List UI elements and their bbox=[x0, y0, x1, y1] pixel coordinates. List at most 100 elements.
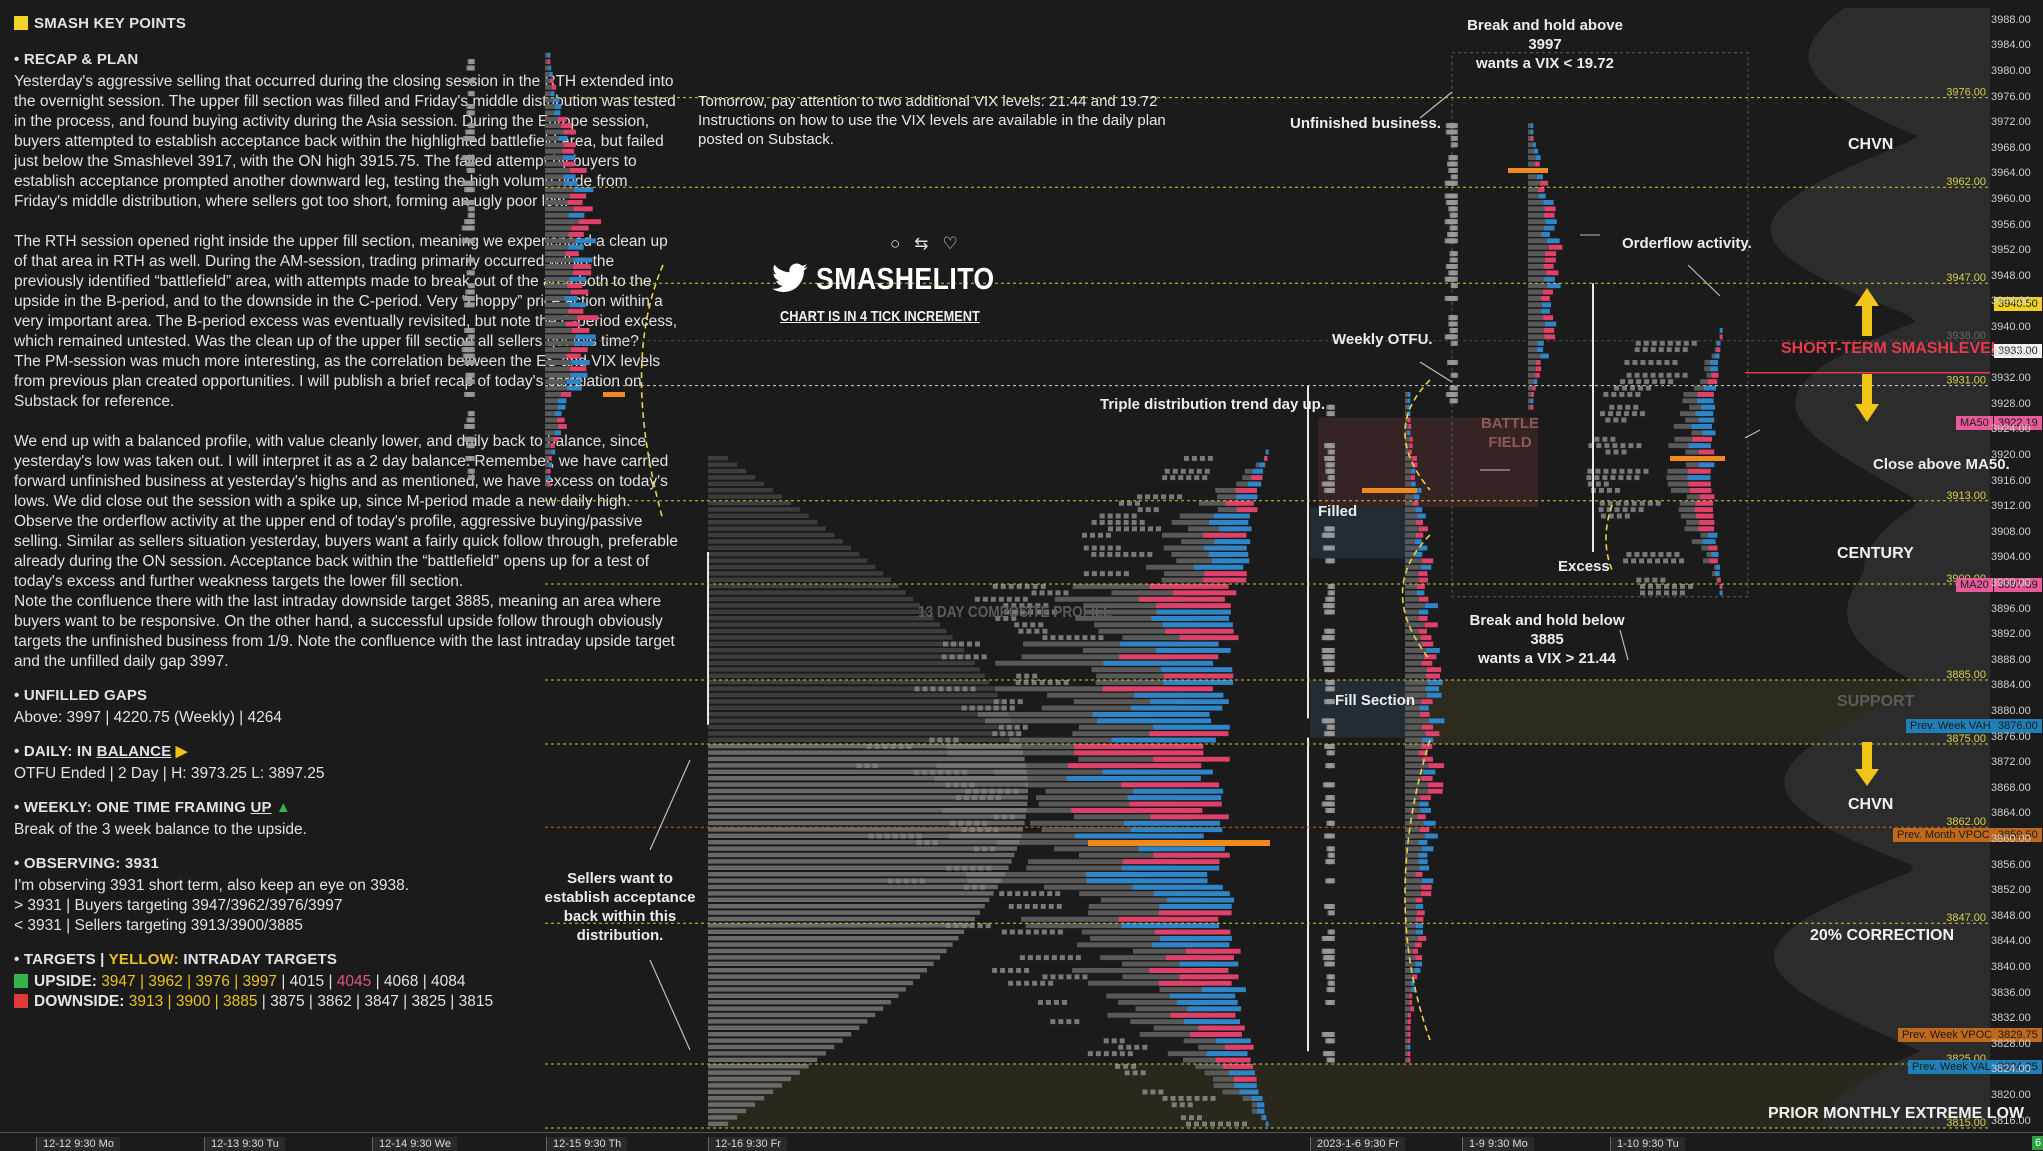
delta-bar bbox=[557, 116, 567, 122]
delta-bar bbox=[1252, 468, 1263, 474]
tpo-letter bbox=[1617, 404, 1623, 410]
tpo-letter bbox=[1103, 1051, 1109, 1057]
tpo-letter bbox=[1660, 379, 1666, 385]
volume-bar bbox=[545, 219, 579, 225]
tpo-letter bbox=[1134, 1044, 1140, 1050]
volume-bar bbox=[1686, 494, 1710, 500]
tpo-letter bbox=[1118, 1044, 1124, 1050]
delta-bar bbox=[571, 225, 589, 231]
tpo-letter bbox=[1679, 558, 1685, 564]
volume-bar bbox=[1405, 795, 1421, 801]
tpo-letter bbox=[1635, 392, 1641, 397]
volume-bar bbox=[1528, 161, 1536, 167]
delta-bar bbox=[1185, 948, 1241, 954]
volume-bar bbox=[545, 392, 561, 397]
delta-bar bbox=[1204, 571, 1247, 577]
delta-bar bbox=[1189, 1032, 1242, 1037]
tpo-row bbox=[708, 718, 1012, 723]
delta-bar bbox=[1198, 1025, 1245, 1031]
tpo-letter bbox=[1449, 385, 1455, 391]
tpo-letter bbox=[464, 424, 469, 429]
volume-bar bbox=[1528, 219, 1546, 225]
delta-bar bbox=[1412, 456, 1417, 461]
delta-bar bbox=[1690, 488, 1712, 493]
tpo-letter bbox=[1666, 347, 1672, 353]
filled-label: Filled bbox=[1318, 503, 1358, 520]
like-icon[interactable]: ♡ bbox=[942, 234, 972, 253]
delta-bar bbox=[1239, 1089, 1259, 1095]
price-tick: 3932.00 bbox=[1991, 372, 2031, 385]
delta-bar bbox=[1421, 737, 1434, 743]
volume-bar bbox=[545, 116, 558, 122]
tpo-letter bbox=[466, 168, 472, 173]
volume-bar bbox=[1107, 1012, 1205, 1018]
delta-bar bbox=[558, 136, 568, 141]
delta-bar bbox=[1421, 660, 1433, 666]
tpo-letter bbox=[1074, 1019, 1080, 1025]
volume-bar bbox=[1009, 737, 1166, 743]
delta-bar bbox=[1155, 929, 1231, 935]
tpo-row bbox=[708, 692, 998, 698]
delta-bar bbox=[1409, 443, 1413, 449]
delta-bar bbox=[1149, 584, 1229, 589]
correction-label: 20% CORRECTION bbox=[1810, 927, 1955, 944]
delta-bar bbox=[563, 129, 576, 135]
volume-bar bbox=[1054, 846, 1184, 852]
volume-bar bbox=[1095, 680, 1201, 685]
tpo-letter bbox=[1039, 680, 1045, 685]
volume-bar bbox=[1122, 974, 1211, 980]
volume-bar bbox=[1405, 865, 1420, 871]
delta-bar bbox=[1688, 481, 1711, 487]
tpo-letter bbox=[1058, 974, 1064, 980]
volume-bar bbox=[1405, 718, 1429, 724]
delta-bar bbox=[1151, 616, 1230, 621]
delta-bar bbox=[1426, 692, 1442, 698]
tpo-letter bbox=[1655, 558, 1661, 564]
volume-bar bbox=[1405, 916, 1417, 922]
tpo-letter bbox=[1045, 1000, 1051, 1005]
volume-bar bbox=[1215, 488, 1249, 493]
tpo-row bbox=[708, 673, 985, 678]
volume-bar bbox=[1528, 225, 1544, 231]
delta-bar bbox=[557, 398, 567, 404]
delta-bar bbox=[1702, 430, 1716, 436]
tpo-letter bbox=[1621, 449, 1627, 455]
volume-bar bbox=[1187, 526, 1238, 532]
tpo-letter bbox=[1202, 1096, 1208, 1101]
tpo-letter bbox=[1668, 379, 1674, 385]
delta-bar bbox=[1265, 1121, 1269, 1127]
extreme-low-zone bbox=[708, 1064, 1990, 1128]
tpo-letter bbox=[1626, 475, 1632, 481]
volume-bar bbox=[545, 244, 569, 250]
tpo-letter bbox=[1448, 155, 1454, 161]
volume-bar bbox=[1025, 782, 1173, 788]
tpo-letter bbox=[1016, 584, 1022, 589]
retweet-icon[interactable]: ⇆ bbox=[914, 234, 943, 253]
volume-bar bbox=[1106, 993, 1205, 999]
tpo-letter bbox=[1218, 1121, 1223, 1127]
tpo-letter bbox=[1006, 596, 1012, 602]
tpo-letter bbox=[1595, 468, 1601, 474]
delta-bar bbox=[570, 372, 588, 378]
delta-bar bbox=[1707, 379, 1718, 385]
tpo-letter bbox=[464, 392, 469, 397]
tpo-letter bbox=[1322, 782, 1328, 788]
comment-icon[interactable]: ○ bbox=[890, 234, 915, 253]
volume-bar bbox=[1528, 193, 1539, 199]
delta-bar bbox=[1247, 481, 1262, 487]
tpo-letter bbox=[1049, 929, 1055, 935]
tpo-letter bbox=[1016, 673, 1022, 679]
tpo-letter bbox=[1009, 705, 1015, 711]
tpo-letter bbox=[1202, 475, 1208, 481]
volume-bar bbox=[1528, 264, 1544, 269]
tpo-letter bbox=[1620, 379, 1626, 385]
tpo-letter bbox=[1445, 123, 1451, 129]
delta-bar bbox=[1530, 123, 1534, 129]
volume-bar bbox=[545, 398, 558, 404]
delta-bar bbox=[1695, 500, 1714, 506]
tpo-letter bbox=[1614, 507, 1620, 513]
tpo-letter bbox=[1638, 507, 1644, 513]
delta-bar bbox=[1179, 635, 1239, 641]
tpo-letter bbox=[992, 731, 998, 737]
